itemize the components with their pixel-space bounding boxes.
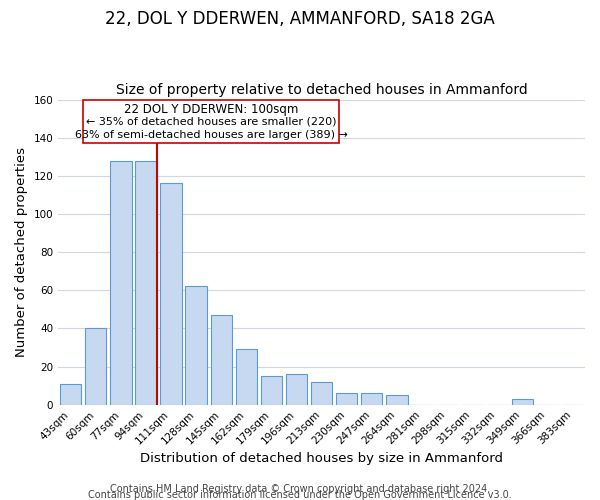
Bar (361, 394, 382, 404)
Bar (386, 395, 407, 404)
Text: 22, DOL Y DDERWEN, AMMANFORD, SA18 2GA: 22, DOL Y DDERWEN, AMMANFORD, SA18 2GA (105, 10, 495, 28)
Bar (311, 382, 332, 404)
Bar (60, 384, 82, 404)
Text: ← 35% of detached houses are smaller (220): ← 35% of detached houses are smaller (22… (86, 116, 337, 126)
Text: Contains public sector information licensed under the Open Government Licence v3: Contains public sector information licen… (88, 490, 512, 500)
Bar (512, 399, 533, 404)
Text: 22 DOL Y DDERWEN: 100sqm: 22 DOL Y DDERWEN: 100sqm (124, 102, 298, 116)
Bar (336, 394, 358, 404)
Bar (110, 160, 131, 404)
Y-axis label: Number of detached properties: Number of detached properties (15, 147, 28, 357)
Text: Contains HM Land Registry data © Crown copyright and database right 2024.: Contains HM Land Registry data © Crown c… (110, 484, 490, 494)
Title: Size of property relative to detached houses in Ammanford: Size of property relative to detached ho… (116, 83, 527, 97)
Bar (236, 350, 257, 405)
Bar (160, 184, 182, 404)
X-axis label: Distribution of detached houses by size in Ammanford: Distribution of detached houses by size … (140, 452, 503, 465)
Bar (261, 376, 282, 404)
FancyBboxPatch shape (83, 100, 339, 144)
Bar (185, 286, 207, 405)
Bar (136, 160, 157, 404)
Bar (211, 315, 232, 404)
Text: 63% of semi-detached houses are larger (389) →: 63% of semi-detached houses are larger (… (75, 130, 347, 140)
Bar (85, 328, 106, 404)
Bar (286, 374, 307, 404)
